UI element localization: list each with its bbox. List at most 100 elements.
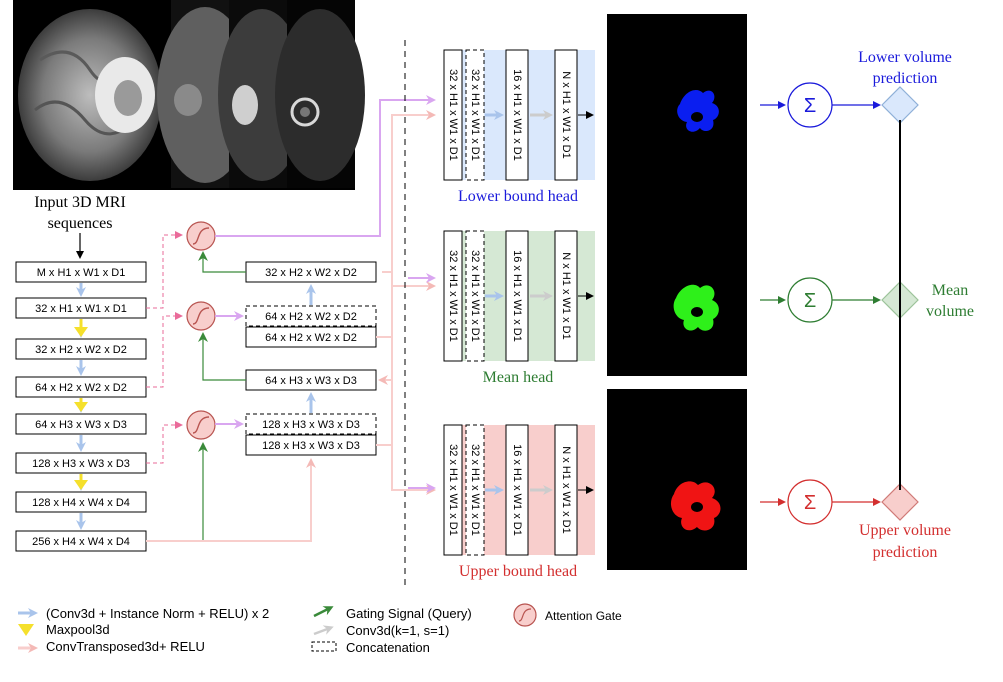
head-feeds — [215, 95, 436, 493]
head-column — [443, 230, 463, 362]
legend-attention-icon — [513, 603, 537, 627]
attention-gate — [186, 410, 216, 440]
sum-icon: Σ — [804, 290, 816, 312]
maxpool-arrowhead — [74, 402, 88, 412]
head-1: 32 x H1 x W1 x D1 32 x H1 x W1 x D1 16 x H… — [443, 195, 919, 386]
head-column — [505, 230, 529, 362]
decoder-block-label: 128 x H3 x W3 x D3 — [262, 419, 360, 431]
segmentation-output — [607, 389, 747, 570]
maxpool-arrowhead — [74, 480, 88, 490]
attention-gates — [186, 221, 216, 440]
head-column — [554, 49, 578, 181]
encoder-block-label: 256 x H4 x W4 x D4 — [32, 536, 130, 548]
head-column — [554, 230, 578, 362]
head-column-label: 32 x H1 x W1 x D1 — [469, 444, 481, 536]
sum-icon: Σ — [804, 95, 816, 117]
head-column-label: N x H1 x W1 x D1 — [560, 252, 572, 339]
upsample-paths — [146, 110, 436, 542]
mean-volume-label-1: Mean — [932, 282, 968, 299]
legend: (Conv3d + Instance Norm + RELU) x 2 Maxp… — [18, 603, 622, 655]
mri-input-images — [13, 0, 365, 190]
upper-volume-label-2: prediction — [873, 544, 938, 561]
encoder-block-label: M x H1 x W1 x D1 — [37, 267, 126, 279]
head-title: Upper bound head — [459, 563, 577, 580]
segmentation-output — [607, 14, 747, 195]
head-column — [505, 49, 529, 181]
tumor-mask — [677, 90, 719, 132]
decoder-block-label: 64 x H2 x W2 x D2 — [265, 311, 357, 323]
gating-signals — [198, 251, 246, 541]
legend-concat-label: Concatenation — [346, 640, 430, 655]
head-column-label: N x H1 x W1 x D1 — [560, 71, 572, 158]
mri-slice-flair — [18, 9, 162, 181]
head-column — [465, 49, 485, 181]
legend-maxpool-arrow — [18, 624, 34, 636]
head-column — [505, 424, 529, 556]
mri-slice-t1ce — [275, 0, 365, 188]
head-column — [465, 230, 485, 362]
head-column-label: 16 x H1 x W1 x D1 — [511, 69, 523, 161]
head-column — [443, 424, 463, 556]
encoder-block — [15, 338, 147, 360]
head-column — [443, 49, 463, 181]
head-column-label: 32 x H1 x W1 x D1 — [447, 69, 459, 161]
head-title: Lower bound head — [458, 188, 578, 205]
decoder-block-label: 64 x H2 x W2 x D2 — [265, 332, 357, 344]
volume-node — [881, 86, 919, 124]
legend-maxpool-label: Maxpool3d — [46, 622, 110, 637]
head-column — [554, 424, 578, 556]
volume-node — [881, 483, 919, 521]
legend-conv1-label: Conv3d(k=1, s=1) — [346, 623, 449, 638]
head-column-label: 16 x H1 x W1 x D1 — [511, 444, 523, 536]
head-2: 32 x H1 x W1 x D1 32 x H1 x W1 x D1 16 x H… — [443, 389, 919, 580]
maxpool-arrowhead — [74, 327, 88, 337]
tumor-core — [691, 307, 703, 317]
head-column-label: 32 x H1 x W1 x D1 — [447, 250, 459, 342]
tumor-core — [691, 502, 703, 512]
encoder-block-label: 128 x H4 x W4 x D4 — [32, 497, 130, 509]
legend-gating-label: Gating Signal (Query) — [346, 606, 472, 621]
decoder-block-label: 64 x H3 x W3 x D3 — [265, 375, 357, 387]
decoder: 32 x H2 x W2 x D2 64 x H2 x W2 x D2 64 x… — [245, 261, 377, 456]
lower-volume-label-2: prediction — [873, 70, 938, 87]
encoder-block-label: 32 x H2 x W2 x D2 — [35, 344, 127, 356]
encoder-block-label: 64 x H3 x W3 x D3 — [35, 419, 127, 431]
head-title: Mean head — [483, 369, 554, 386]
legend-conv-label: (Conv3d + Instance Norm + RELU) x 2 — [46, 606, 269, 621]
segmentation-output — [607, 195, 747, 376]
concat-block — [245, 413, 377, 435]
sum-icon: Σ — [804, 492, 816, 514]
skip-connections — [146, 231, 183, 464]
encoder-block — [15, 491, 147, 513]
head-column-label: 16 x H1 x W1 x D1 — [511, 250, 523, 342]
legend-conv1-arrow — [313, 625, 334, 636]
head-column-label: 32 x H1 x W1 x D1 — [447, 444, 459, 536]
encoder-block — [15, 261, 147, 283]
legend-gating-arrow — [313, 606, 334, 618]
head-0: 32 x H1 x W1 x D1 32 x H1 x W1 x D1 16 x H… — [443, 14, 919, 205]
mean-volume-label-2: volume — [926, 303, 974, 320]
encoder: M x H1 x W1 x D1 32 x H1 x W1 x D1 32 x … — [15, 261, 147, 552]
attention-outputs — [215, 311, 244, 429]
encoder-block — [15, 413, 147, 435]
encoder-block-label: 64 x H2 x W2 x D2 — [35, 382, 127, 394]
concat-block — [245, 305, 377, 327]
heads: 32 x H1 x W1 x D1 32 x H1 x W1 x D1 16 x H… — [443, 14, 919, 580]
input-caption-line2: sequences — [48, 215, 113, 232]
decoder-block-label: 32 x H2 x W2 x D2 — [265, 267, 357, 279]
attention-gate — [186, 301, 216, 331]
legend-concat-box — [311, 641, 337, 652]
tumor-core — [691, 112, 703, 122]
head-column-label: N x H1 x W1 x D1 — [560, 446, 572, 533]
encoder-block-label: 32 x H1 x W1 x D1 — [35, 303, 127, 315]
head-column — [465, 424, 485, 556]
attention-gate — [186, 221, 216, 251]
encoder-block-label: 128 x H3 x W3 x D3 — [32, 458, 130, 470]
head-column-label: 32 x H1 x W1 x D1 — [469, 250, 481, 342]
head-column-label: 32 x H1 x W1 x D1 — [469, 69, 481, 161]
upper-volume-label-1: Upper volume — [859, 522, 951, 539]
legend-attention-label: Attention Gate — [545, 609, 622, 623]
lower-volume-label-1: Lower volume — [858, 49, 952, 66]
decoder-block-label: 128 x H3 x W3 x D3 — [262, 440, 360, 452]
